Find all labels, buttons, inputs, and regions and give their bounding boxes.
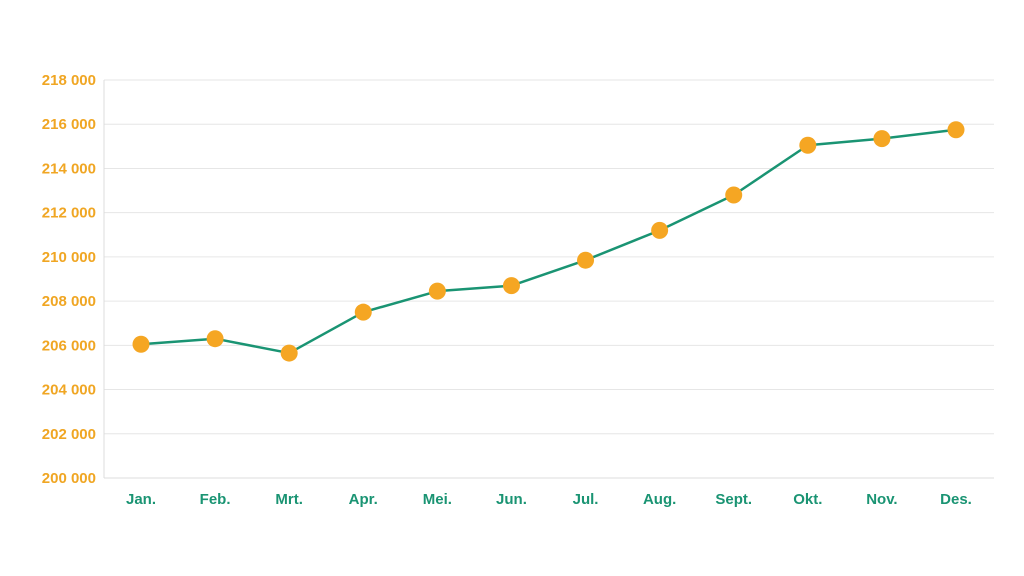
data-point — [206, 330, 224, 348]
y-tick-label: 204 000 — [42, 382, 96, 399]
data-point — [132, 335, 150, 353]
data-point — [280, 344, 298, 362]
x-axis: Jan. Feb. Mrt. Apr. Mei. Jun. Jul. Aug. Sept. Okt… — [126, 491, 972, 508]
y-tick-label: 212 000 — [42, 205, 96, 222]
y-tick-label: 218 000 — [42, 72, 96, 89]
data-point — [428, 282, 446, 300]
data-point — [354, 303, 372, 321]
x-tick-label: Jan. — [126, 491, 156, 508]
x-tick-label: Sept. — [715, 491, 752, 508]
x-tick-label: Feb. — [200, 491, 231, 508]
data-point — [502, 277, 520, 295]
data-point — [651, 221, 669, 239]
y-tick-label: 206 000 — [42, 337, 96, 354]
series-group — [132, 121, 965, 362]
x-tick-label: Mrt. — [275, 491, 303, 508]
data-point — [799, 136, 817, 154]
data-point — [873, 130, 891, 148]
x-tick-label: Okt. — [793, 491, 822, 508]
x-tick-label: Mei. — [423, 491, 452, 508]
x-tick-label: Des. — [940, 491, 972, 508]
y-axis: 200 000 202 000 204 000 206 000 208 000 210 0… — [42, 72, 105, 487]
y-tick-label: 210 000 — [42, 249, 96, 266]
data-point — [947, 121, 965, 139]
x-tick-label: Jun. — [496, 491, 527, 508]
data-point — [577, 251, 595, 269]
y-tick-label: 208 000 — [42, 293, 96, 310]
y-tick-label: 216 000 — [42, 116, 96, 133]
y-tick-label: 200 000 — [42, 470, 96, 487]
x-tick-label: Jul. — [573, 491, 599, 508]
series-line — [140, 128, 957, 355]
x-tick-label: Nov. — [866, 491, 897, 508]
data-point — [725, 186, 743, 204]
x-tick-label: Apr. — [349, 491, 378, 508]
y-tick-label: 202 000 — [42, 426, 96, 443]
x-tick-label: Aug. — [643, 491, 676, 508]
y-tick-label: 214 000 — [42, 160, 96, 177]
